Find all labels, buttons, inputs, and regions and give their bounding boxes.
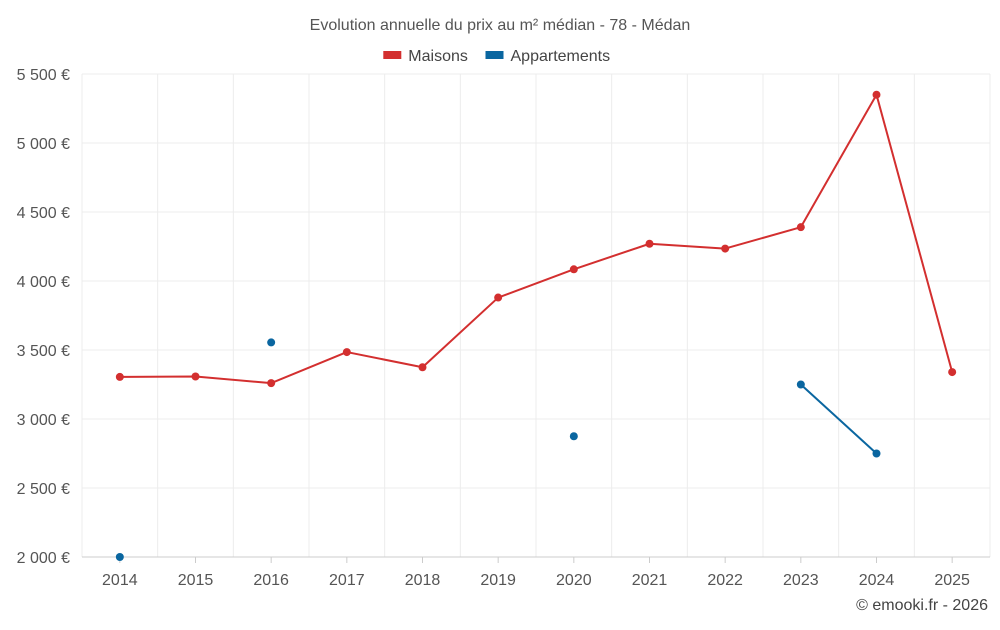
data-point-maisons [796, 223, 805, 232]
series-line-appartements [800, 383, 878, 455]
data-point-appartements [569, 432, 578, 441]
credit-text: © emooki.fr - 2026 [856, 597, 988, 614]
data-point-appartements [267, 338, 276, 347]
x-tick-label: 2022 [707, 572, 743, 589]
data-point-maisons [418, 363, 427, 372]
x-tick-label: 2020 [556, 572, 592, 589]
data-point-maisons [267, 379, 276, 388]
x-tick-label: 2016 [253, 572, 289, 589]
y-tick-label: 2 000 € [17, 550, 70, 567]
y-tick-label: 4 500 € [17, 205, 70, 222]
data-point-maisons [115, 372, 124, 381]
data-point-maisons [948, 368, 957, 377]
y-tick-label: 3 000 € [17, 412, 70, 429]
x-tick-label: 2014 [102, 572, 138, 589]
series-line-maisons [119, 93, 954, 385]
legend-swatch [383, 51, 402, 59]
x-axis: 2014 2015 2016 2017 2018 2019 2020 2021 2022 2023… [82, 556, 990, 589]
data-point-maisons [494, 293, 503, 302]
data-point-maisons [191, 372, 200, 381]
chart-title: Evolution annuelle du prix au m² médian … [310, 17, 691, 34]
x-tick-label: 2025 [934, 572, 970, 589]
data-point-maisons [645, 239, 654, 248]
y-axis: 2 000 € 2 500 € 3 000 € 3 500 € 4 000 € 4 500… [17, 67, 70, 567]
legend[interactable]: Maisons Appartements [383, 48, 610, 65]
grid [81, 73, 991, 558]
x-tick-label: 2017 [329, 572, 365, 589]
data-point-maisons [721, 244, 730, 253]
x-tick-label: 2018 [405, 572, 441, 589]
data-point-maisons [342, 348, 351, 357]
y-tick-label: 3 500 € [17, 343, 70, 360]
series-maisons [115, 90, 957, 388]
data-point-maisons [569, 265, 578, 274]
legend-swatch [485, 51, 504, 59]
y-tick-label: 5 000 € [17, 136, 70, 153]
x-tick-label: 2023 [783, 572, 819, 589]
data-point-maisons [872, 90, 881, 99]
series-appartements [115, 338, 881, 561]
x-tick-label: 2015 [178, 572, 214, 589]
y-tick-label: 2 500 € [17, 481, 70, 498]
legend-item-appartements[interactable]: Appartements [485, 48, 611, 65]
x-tick-label: 2021 [632, 572, 668, 589]
x-tick-label: 2024 [859, 572, 895, 589]
legend-label: Appartements [511, 48, 611, 65]
y-tick-label: 5 500 € [17, 67, 70, 84]
series-layer [115, 90, 957, 561]
data-point-appartements [796, 380, 805, 389]
y-tick-label: 4 000 € [17, 274, 70, 291]
data-point-appartements [872, 449, 881, 458]
data-point-appartements [115, 553, 124, 561]
legend-label: Maisons [408, 48, 468, 65]
x-tick-label: 2019 [480, 572, 516, 589]
legend-item-maisons[interactable]: Maisons [383, 48, 468, 65]
